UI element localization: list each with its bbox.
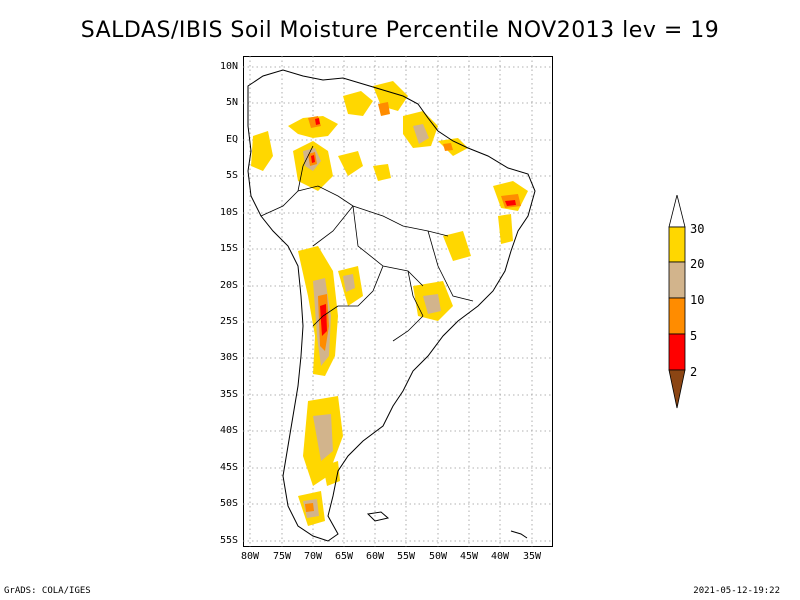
colorbar-label: 20 [690,257,705,271]
lon-label: 60W [365,551,385,562]
footer-credit: GrADS: COLA/IGES [4,586,91,596]
colorbar-2-5 [668,333,686,371]
lat-label: 25S [219,316,238,327]
colorbar-20-30 [668,226,686,263]
map-title: SALDAS/IBIS Soil Moisture Percentile NOV… [80,18,720,43]
lat-label: 30S [219,352,238,363]
colorbar-below-2 [668,369,686,409]
colorbar-label: 5 [690,329,698,343]
lon-label: 35W [522,551,542,562]
graticule [242,55,553,547]
colorbar [668,195,686,409]
lat-label: 50S [219,498,238,509]
lat-label: 5N [225,97,238,108]
lat-label: 10S [219,207,238,218]
lon-label: 65W [334,551,354,562]
lat-label: 35S [219,389,238,400]
lon-label: 70W [303,551,323,562]
lon-label: 45W [459,551,479,562]
coastline [246,68,536,542]
south-georgia [510,530,527,538]
lat-label: 20S [219,280,238,291]
lon-label: 55W [396,551,416,562]
map-frame [242,55,553,547]
borders [260,145,473,341]
colorbar-above-30 [668,195,686,228]
lon-label: 75W [272,551,292,562]
colorbar-label: 2 [690,365,698,379]
lat-label: 55S [219,535,238,546]
colorbar-10-20 [668,261,686,299]
lat-label: 10N [219,61,238,72]
moisture-shading [250,80,528,526]
colorbar-label: 30 [690,222,705,236]
colorbar-5-10 [668,297,686,335]
lat-label: 5S [225,170,238,181]
lon-label: 40W [490,551,510,562]
lat-label: EQ [225,134,238,145]
lat-label: 45S [219,462,238,473]
colorbar-label: 10 [690,293,705,307]
footer-timestamp: 2021-05-12-19:22 [693,586,780,596]
lat-label: 15S [219,243,238,254]
lat-label: 40S [219,425,238,436]
falklands [366,510,389,522]
map-canvas [242,55,553,547]
lon-label: 80W [240,551,260,562]
lon-label: 50W [428,551,448,562]
